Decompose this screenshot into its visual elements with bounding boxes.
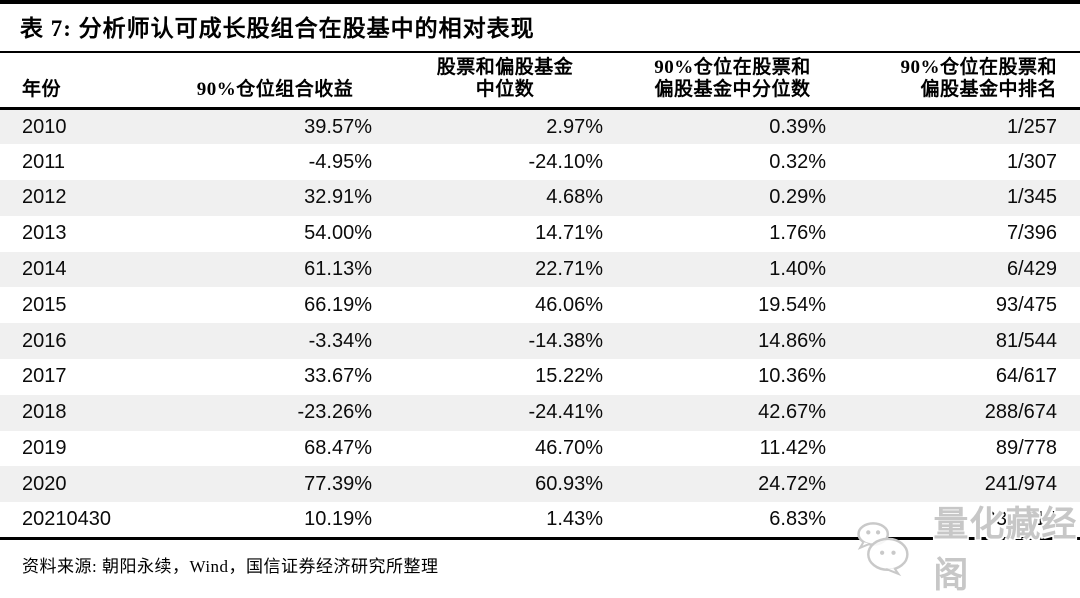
table-row: 2014 61.13% 22.71% 1.40% 6/429 (0, 251, 1080, 288)
source-note: 资料来源: 朝阳永续，Wind，国信证券经济研究所整理 (22, 556, 439, 576)
table-cell: 39.57% (304, 115, 372, 138)
table-cell: 2015 (22, 293, 67, 316)
table-cell: 4.68% (546, 186, 603, 209)
column-header: 年份 (0, 53, 160, 109)
table-row: 2010 39.57% 2.97% 0.39% 1/257 (0, 108, 1080, 145)
table-cell: 2010 (22, 115, 67, 138)
table-cell: 0.32% (769, 150, 826, 173)
table-cell: 1.43% (546, 507, 603, 530)
table-cell: 60.93% (535, 472, 603, 495)
table-cell: 2.97% (546, 115, 603, 138)
table-cell: 241/974 (984, 472, 1057, 495)
table-cell: 15.22% (535, 365, 603, 388)
table-cell: 93/1214 (984, 507, 1057, 530)
table-cell: 64/617 (995, 365, 1057, 388)
table-cell: 2019 (22, 437, 67, 460)
table-cell: 14.71% (535, 222, 603, 245)
column-header-line1: 90%仓位在股票和 (900, 57, 1057, 78)
table-cell: 288/674 (984, 401, 1057, 424)
table-cell: 7/396 (1006, 222, 1057, 245)
table-row: 2020 77.39% 60.93% 24.72% 241/974 (0, 466, 1080, 503)
table-cell: -23.26% (297, 401, 373, 424)
table-cell: 46.70% (535, 437, 603, 460)
table-title: 表 7: 分析师认可成长股组合在股基中的相对表现 (0, 4, 1080, 53)
table-cell: 2014 (22, 258, 67, 281)
header-row: 年份 90%仓位组合收益 股票和偏股基金 中位数 90%仓位在股票和 偏股基金中分位数 90… (0, 53, 1080, 109)
table-row: 2011 -4.95% -24.10% 0.32% 1/307 (0, 144, 1080, 180)
table-cell: 61.13% (304, 258, 372, 281)
table-cell: 22.71% (535, 258, 603, 281)
table-cell: 42.67% (758, 401, 826, 424)
table-cell: 2018 (22, 401, 67, 424)
table-cell: 6.83% (769, 507, 826, 530)
table-cell: 93/475 (995, 293, 1057, 316)
table-cell: 32.91% (304, 186, 372, 209)
table-cell: 24.72% (758, 472, 826, 495)
table-cell: 77.39% (304, 472, 372, 495)
table-body: 2010 39.57% 2.97% 0.39% 1/257 2011 -4.95% -24.1… (0, 108, 1080, 539)
table-cell: 81/544 (995, 329, 1057, 352)
column-header: 90%仓位组合收益 (160, 53, 390, 109)
table-header: 年份 90%仓位组合收益 股票和偏股基金 中位数 90%仓位在股票和 偏股基金中分位数 90… (0, 53, 1080, 109)
table-row: 2016 -3.34% -14.38% 14.86% 81/544 (0, 323, 1080, 360)
table-row: 2019 68.47% 46.70% 11.42% 89/778 (0, 431, 1080, 467)
table-cell: 33.67% (304, 365, 372, 388)
table-cell: -3.34% (308, 329, 372, 352)
performance-table: 年份 90%仓位组合收益 股票和偏股基金 中位数 90%仓位在股票和 偏股基金中分位数 90… (0, 53, 1080, 540)
table-cell: -24.10% (528, 150, 604, 173)
column-header-line1: 年份 (22, 79, 62, 100)
table-cell: 1.76% (769, 222, 826, 245)
table-cell: -24.41% (528, 401, 604, 424)
table-row: 2018 -23.26% -24.41% 42.67% 288/674 (0, 394, 1080, 431)
table-cell: 89/778 (995, 437, 1057, 460)
table-cell: 0.39% (769, 115, 826, 138)
column-header-line1: 股票和偏股基金 (436, 57, 574, 78)
table-cell: 2016 (22, 329, 67, 352)
table-cell: -4.95% (308, 150, 372, 173)
table-cell: 2020 (22, 472, 67, 495)
table-cell: 54.00% (304, 222, 372, 245)
column-header: 股票和偏股基金 中位数 (390, 53, 620, 109)
table-cell: 0.29% (769, 186, 826, 209)
column-header-line1: 90%仓位组合收益 (196, 79, 354, 100)
table-cell: 1.40% (769, 258, 826, 281)
table-row: 2013 54.00% 14.71% 1.76% 7/396 (0, 216, 1080, 252)
table-row: 20210430 10.19% 1.43% 6.83% 93/1214 (0, 502, 1080, 538)
table-cell: 1/345 (1006, 186, 1057, 209)
table-cell: 66.19% (304, 293, 372, 316)
table-cell: 2011 (22, 150, 66, 173)
table-row: 2017 33.67% 15.22% 10.36% 64/617 (0, 359, 1080, 395)
table-cell: 10.36% (758, 365, 826, 388)
table-cell: 10.19% (304, 507, 372, 530)
table-cell: 2017 (22, 365, 67, 388)
column-header-line2: 偏股基金中排名 (920, 79, 1057, 100)
table-cell: 46.06% (535, 293, 603, 316)
table-row: 2015 66.19% 46.06% 19.54% 93/475 (0, 287, 1080, 323)
table-cell: 14.86% (758, 329, 826, 352)
table-cell: -14.38% (528, 329, 604, 352)
table-cell: 11.42% (759, 437, 826, 460)
table-cell: 6/429 (1006, 258, 1057, 281)
table-cell: 2013 (22, 222, 67, 245)
table-cell: 68.47% (304, 437, 372, 460)
table-cell: 2012 (22, 186, 67, 209)
column-header-line1: 90%仓位在股票和 (654, 57, 811, 78)
table-row: 2012 32.91% 4.68% 0.29% 1/345 (0, 180, 1080, 216)
table-cell: 1/257 (1006, 115, 1057, 138)
column-header: 90%仓位在股票和 偏股基金中排名 (845, 53, 1080, 109)
table-cell: 19.54% (758, 293, 826, 316)
column-header: 90%仓位在股票和 偏股基金中分位数 (620, 53, 845, 109)
column-header-line2: 偏股基金中分位数 (654, 79, 811, 100)
table-cell: 20210430 (22, 507, 111, 530)
table-cell: 1/307 (1006, 150, 1057, 173)
column-header-line2: 中位数 (475, 79, 535, 100)
